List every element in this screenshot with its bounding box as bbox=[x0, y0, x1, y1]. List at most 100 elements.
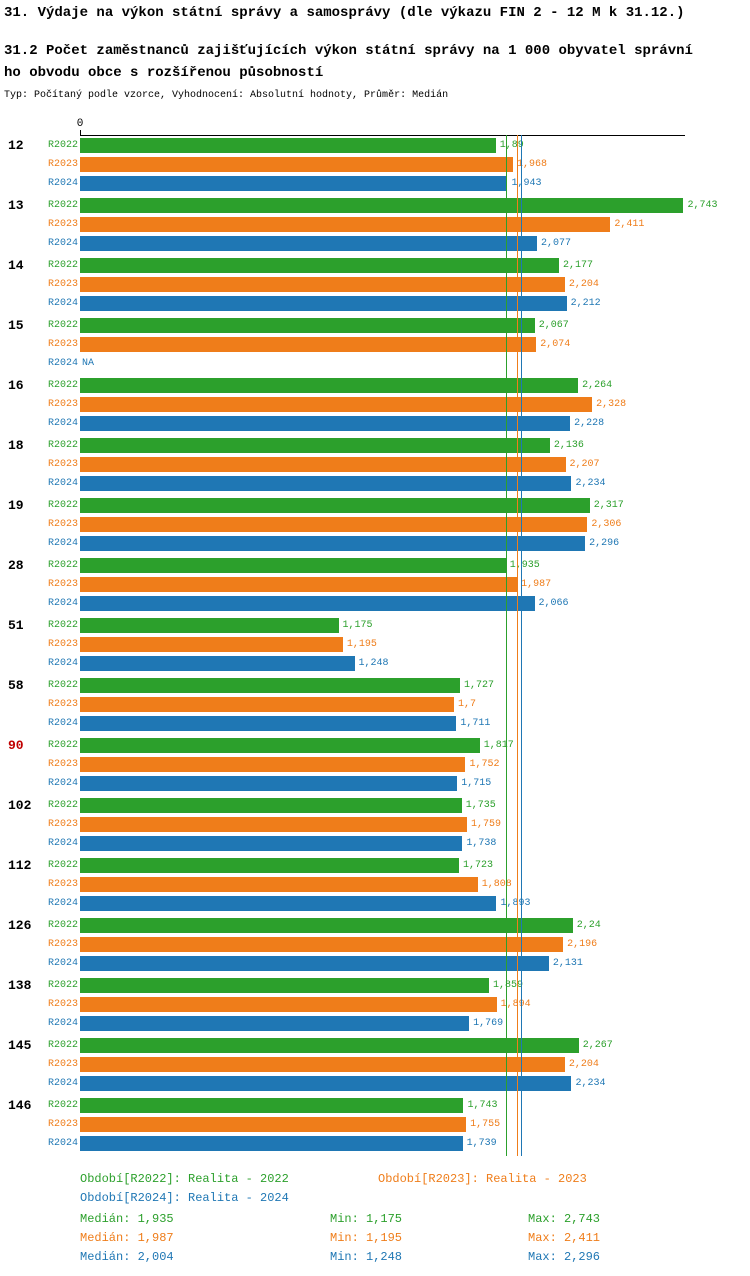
bar-R2023-12 bbox=[80, 157, 513, 172]
bar-row: R2024 NA bbox=[0, 354, 750, 373]
chart-meta: Typ: Počítaný podle vzorce, Vyhodnocení:… bbox=[4, 90, 449, 101]
bar-row: R2022 2,317 bbox=[0, 496, 750, 515]
bar-area: 1,859 bbox=[80, 978, 685, 993]
bar-row: R2022 2,267 bbox=[0, 1036, 750, 1055]
value-label: 2,228 bbox=[574, 418, 605, 429]
bar-area: 1,711 bbox=[80, 716, 685, 731]
value-label: 1,175 bbox=[342, 620, 373, 631]
bar-row: R2024 2,077 bbox=[0, 234, 750, 253]
bar-group-13: 13 R2022 2,743 R2023 2,411 R2024 2,077 bbox=[0, 196, 750, 256]
bar-R2023-112 bbox=[80, 877, 478, 892]
bar-row: R2023 1,195 bbox=[0, 635, 750, 654]
legend-item-r2022: Období[R2022]: Realita - 2022 bbox=[80, 1172, 289, 1186]
bar-row: R2024 2,234 bbox=[0, 474, 750, 493]
bar-area: 1,817 bbox=[80, 738, 685, 753]
bar-R2024-18 bbox=[80, 476, 572, 491]
series-label: R2023 bbox=[47, 399, 78, 410]
bar-R2024-13 bbox=[80, 236, 537, 251]
bar-row: R2024 2,234 bbox=[0, 1074, 750, 1093]
value-label: 1,727 bbox=[463, 680, 494, 691]
bar-area: 1,894 bbox=[80, 997, 685, 1012]
value-label: 1,943 bbox=[511, 178, 542, 189]
stat-median: Medián: 1,935 bbox=[80, 1212, 174, 1226]
value-label: 2,267 bbox=[582, 1040, 613, 1051]
value-label: 1,739 bbox=[466, 1138, 497, 1149]
value-label: 1,755 bbox=[470, 1119, 501, 1130]
bar-R2024-16 bbox=[80, 416, 571, 431]
bar-row: R2023 1,894 bbox=[0, 995, 750, 1014]
bar-group-51: 51 R2022 1,175 R2023 1,195 R2024 1,248 bbox=[0, 616, 750, 676]
value-label: 2,234 bbox=[575, 1078, 606, 1089]
bar-row: R2024 1,769 bbox=[0, 1014, 750, 1033]
series-label: R2022 bbox=[47, 620, 78, 631]
series-label: R2023 bbox=[47, 939, 78, 950]
category-label: 16 bbox=[8, 378, 24, 393]
bar-R2022-126 bbox=[80, 918, 573, 933]
bar-area: 2,264 bbox=[80, 378, 685, 393]
value-label: 1,817 bbox=[483, 740, 514, 751]
bar-R2022-138 bbox=[80, 978, 489, 993]
bar-area: 2,328 bbox=[80, 397, 685, 412]
bar-row: R2022 2,743 bbox=[0, 196, 750, 215]
bar-area: 1,943 bbox=[80, 176, 685, 191]
bar-row: R2024 1,943 bbox=[0, 174, 750, 193]
series-label: R2024 bbox=[47, 1018, 78, 1029]
bar-R2022-12 bbox=[80, 138, 496, 153]
bar-area: 2,317 bbox=[80, 498, 685, 513]
bar-area: 1,175 bbox=[80, 618, 685, 633]
bar-group-146: 146 R2022 1,743 R2023 1,755 R2024 1,739 bbox=[0, 1096, 750, 1156]
category-label: 28 bbox=[8, 558, 24, 573]
bar-row: R2023 1,968 bbox=[0, 155, 750, 174]
bar-R2023-145 bbox=[80, 1057, 565, 1072]
category-label: 14 bbox=[8, 258, 24, 273]
series-label: R2023 bbox=[47, 219, 78, 230]
series-label: R2024 bbox=[47, 598, 78, 609]
bar-area: 1,89 bbox=[80, 138, 685, 153]
bar-R2022-13 bbox=[80, 198, 684, 213]
series-label: R2024 bbox=[47, 898, 78, 909]
value-label: 1,935 bbox=[509, 560, 540, 571]
series-label: R2024 bbox=[47, 958, 78, 969]
bar-area: 1,893 bbox=[80, 896, 685, 911]
series-label: R2022 bbox=[47, 980, 78, 991]
bar-R2022-16 bbox=[80, 378, 579, 393]
bar-row: R2024 2,296 bbox=[0, 534, 750, 553]
bar-R2023-19 bbox=[80, 517, 588, 532]
series-label: R2022 bbox=[47, 560, 78, 571]
bar-R2024-14 bbox=[80, 296, 567, 311]
bar-area: 2,077 bbox=[80, 236, 685, 251]
value-label: 2,074 bbox=[540, 339, 571, 350]
series-label: R2022 bbox=[47, 860, 78, 871]
stat-max: Max: 2,296 bbox=[528, 1250, 601, 1264]
bar-area: 2,212 bbox=[80, 296, 685, 311]
stat-min: Min: 1,248 bbox=[330, 1250, 403, 1264]
legend-item-r2023: Období[R2023]: Realita - 2023 bbox=[378, 1172, 587, 1186]
bar-group-58: 58 R2022 1,727 R2023 1,7 R2024 1,711 bbox=[0, 676, 750, 736]
bar-row: R2024 2,212 bbox=[0, 294, 750, 313]
bar-area: 1,769 bbox=[80, 1016, 685, 1031]
value-label: 1,7 bbox=[458, 699, 477, 710]
value-label: 1,735 bbox=[465, 800, 496, 811]
bar-area: 2,066 bbox=[80, 596, 685, 611]
value-label: 1,759 bbox=[470, 819, 501, 830]
series-label: R2022 bbox=[47, 1040, 78, 1051]
category-label: 12 bbox=[8, 138, 24, 153]
bar-R2022-15 bbox=[80, 318, 535, 333]
bar-area: 2,296 bbox=[80, 536, 685, 551]
value-label: 2,196 bbox=[567, 939, 598, 950]
category-label: 18 bbox=[8, 438, 24, 453]
stats-row-r2024: Medián: 2,004 Min: 1,248 Max: 2,296 bbox=[0, 1250, 750, 1269]
axis-zero-label: 0 bbox=[76, 118, 84, 130]
bar-row: R2024 2,228 bbox=[0, 414, 750, 433]
bar-R2023-51 bbox=[80, 637, 343, 652]
bar-row: R2024 2,066 bbox=[0, 594, 750, 613]
bar-row: R2022 2,264 bbox=[0, 376, 750, 395]
bar-row: R2022 2,067 bbox=[0, 316, 750, 335]
bar-row: R2022 1,735 bbox=[0, 796, 750, 815]
series-label: R2024 bbox=[47, 838, 78, 849]
bar-R2023-14 bbox=[80, 277, 565, 292]
bar-R2022-28 bbox=[80, 558, 506, 573]
bar-row: R2023 2,196 bbox=[0, 935, 750, 954]
bar-row: R2023 1,808 bbox=[0, 875, 750, 894]
series-label: R2024 bbox=[47, 298, 78, 309]
